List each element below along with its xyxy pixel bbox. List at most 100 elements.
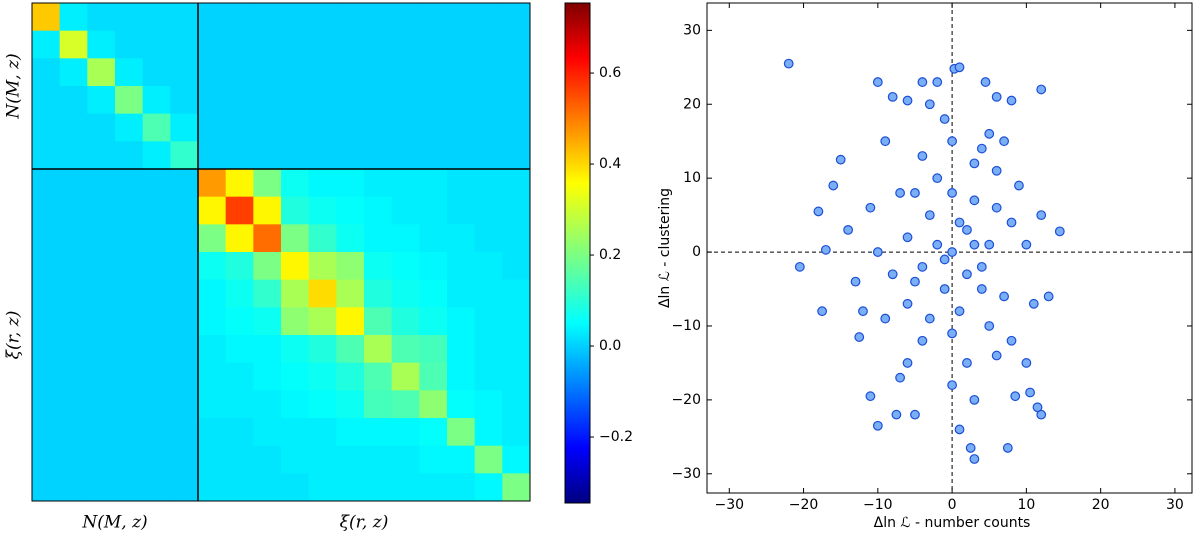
heatmap-cell <box>142 362 171 391</box>
heatmap-cell <box>253 113 282 142</box>
heatmap-cell <box>170 3 199 32</box>
heatmap-cell <box>225 224 254 253</box>
heatmap-cell <box>391 224 420 253</box>
heatmap-cell <box>59 224 88 253</box>
heatmap-cell <box>447 473 476 502</box>
heatmap-cell <box>447 362 476 391</box>
heatmap-cell <box>115 445 144 474</box>
heatmap-cell <box>281 418 310 447</box>
scatter-point <box>902 358 913 368</box>
heatmap-cell <box>142 418 171 447</box>
heatmap-cell <box>225 335 254 364</box>
scatter-point <box>865 391 876 402</box>
heatmap-cell <box>502 390 531 419</box>
heatmap-cell <box>281 224 310 253</box>
colorbar-tick-label: 0.6 <box>599 65 621 81</box>
heatmap-cell <box>391 169 420 198</box>
heatmap-cell <box>32 473 61 502</box>
y-tick-label: −10 <box>671 318 701 334</box>
heatmap-cell <box>32 224 61 253</box>
heatmap-cell <box>115 252 144 281</box>
heatmap-cell <box>502 58 531 87</box>
heatmap-cell <box>87 58 116 87</box>
heatmap-cell <box>474 252 503 281</box>
heatmap-cell <box>115 58 144 87</box>
scatter-point <box>947 380 957 390</box>
heatmap-cell <box>502 307 531 336</box>
heatmap-cell <box>364 86 393 115</box>
heatmap-cell <box>391 113 420 142</box>
block-label-y: N(M, z) <box>4 53 24 119</box>
scatter-point <box>932 77 943 87</box>
y-tick-label: −20 <box>671 392 701 408</box>
heatmap-cell <box>253 279 282 308</box>
heatmap-cell <box>308 196 337 225</box>
heatmap-cell <box>87 335 116 364</box>
heatmap-cell <box>142 86 171 115</box>
scatter-point <box>910 188 920 198</box>
heatmap-cell <box>308 252 337 281</box>
scatter-point <box>813 206 824 217</box>
heatmap-cell <box>253 58 282 87</box>
heatmap-cell <box>474 30 503 59</box>
heatmap-cell <box>502 169 531 198</box>
scatter-point <box>895 372 906 383</box>
heatmap-cell <box>364 169 393 198</box>
scatter-point <box>880 136 891 147</box>
scatter-point <box>902 95 913 106</box>
scatter-point <box>880 313 891 324</box>
scatter-point <box>1036 210 1047 221</box>
heatmap-cell <box>502 473 531 502</box>
scatter-point <box>1028 298 1039 309</box>
heatmap-cell <box>32 196 61 225</box>
heatmap-cell <box>32 307 61 336</box>
heatmap-cell <box>281 58 310 87</box>
heatmap-cell <box>474 86 503 115</box>
heatmap-cell <box>87 418 116 447</box>
scatter-point <box>865 202 876 213</box>
heatmap-cell <box>502 445 531 474</box>
heatmap-cell <box>170 252 199 281</box>
scatter-point <box>1006 217 1017 228</box>
scatter-point <box>1006 335 1017 346</box>
scatter-point <box>850 276 861 287</box>
heatmap-cell <box>59 445 88 474</box>
colorbar-tick-label: 0.0 <box>599 338 621 354</box>
heatmap-cell <box>253 335 282 364</box>
heatmap-cell <box>225 362 254 391</box>
heatmap-cell <box>170 473 199 502</box>
scatter-point <box>976 284 987 294</box>
heatmap-cell <box>115 473 144 502</box>
heatmap-cell <box>59 473 88 502</box>
heatmap-cell <box>115 3 144 32</box>
scatter-point <box>924 99 935 110</box>
heatmap-cell <box>142 445 171 474</box>
scatter-point <box>917 77 928 87</box>
heatmap-cell <box>336 335 365 364</box>
heatmap-cell <box>308 113 337 142</box>
scatter-point <box>932 239 943 250</box>
heatmap-cell <box>32 279 61 308</box>
heatmap-cell <box>419 279 448 308</box>
heatmap-cell <box>32 418 61 447</box>
heatmap-cell <box>253 362 282 391</box>
heatmap-cell <box>225 252 254 281</box>
heatmap-cell <box>170 418 199 447</box>
scatter-point <box>969 239 980 250</box>
scatter-point <box>932 173 943 184</box>
heatmap-cell <box>502 141 531 170</box>
scatter-point <box>924 210 935 221</box>
heatmap-cell <box>115 307 144 336</box>
heatmap-cell <box>253 224 282 253</box>
scatter-point <box>1054 226 1065 237</box>
scatter-point <box>895 188 906 198</box>
scatter-point <box>917 151 928 161</box>
scatter-point <box>954 306 965 317</box>
heatmap-cell <box>281 169 310 198</box>
heatmap-cell <box>391 445 420 474</box>
heatmap-cell <box>170 196 199 225</box>
x-tick-label: −10 <box>863 497 893 513</box>
scatter-point <box>917 261 928 272</box>
heatmap-cell <box>142 113 171 142</box>
heatmap-cell <box>253 141 282 170</box>
